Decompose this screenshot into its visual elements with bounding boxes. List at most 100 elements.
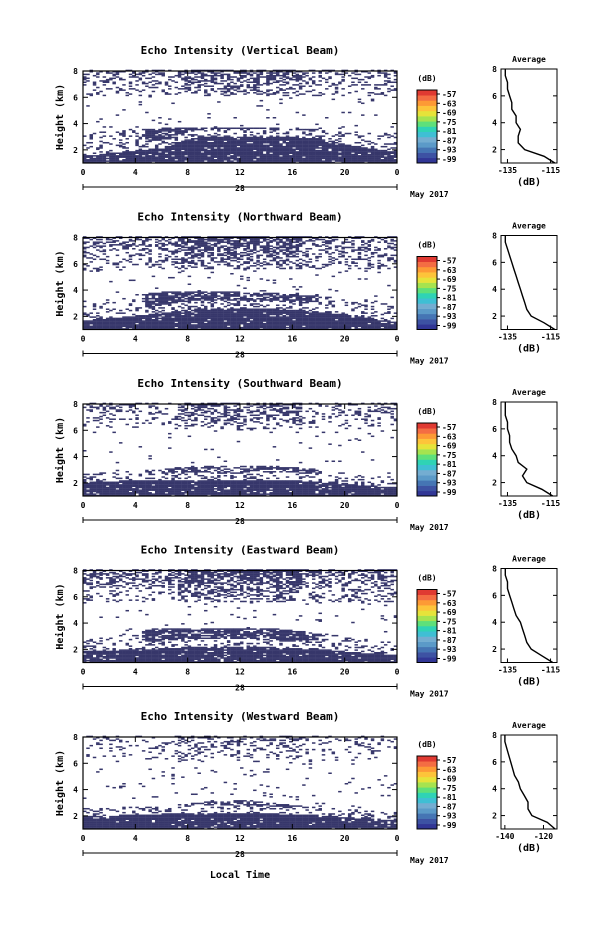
heatmap-cell xyxy=(145,140,149,143)
heatmap-cell xyxy=(311,153,316,156)
heatmap-cell xyxy=(145,151,149,153)
heatmap-cell xyxy=(168,157,172,160)
heatmap-cell xyxy=(226,138,231,140)
heatmap-cell xyxy=(295,94,300,97)
heatmap-cell xyxy=(197,244,201,246)
heatmap-cell xyxy=(246,92,251,94)
heatmap-cell xyxy=(298,151,303,153)
heatmap-cell xyxy=(370,156,375,158)
heatmap-cell xyxy=(168,159,172,161)
heatmap-cell xyxy=(210,160,215,162)
heatmap-cell xyxy=(256,77,260,80)
heatmap-cell xyxy=(256,144,260,147)
heatmap-cell xyxy=(99,325,103,328)
heatmap-cell xyxy=(184,244,188,246)
heatmap-cell xyxy=(344,147,349,149)
heatmap-cell xyxy=(275,251,280,254)
heatmap-cell xyxy=(315,155,319,157)
heatmap-cell xyxy=(164,155,169,157)
heatmap-cell xyxy=(207,144,211,147)
heatmap-cell xyxy=(177,130,182,132)
heatmap-cell xyxy=(226,321,231,324)
heatmap-cell xyxy=(347,74,352,77)
heatmap-cell xyxy=(128,160,133,162)
heatmap-cell xyxy=(213,141,218,144)
heatmap-cell xyxy=(275,132,280,135)
heatmap-cell xyxy=(200,318,205,321)
heatmap-cell xyxy=(168,321,172,324)
heatmap-cell xyxy=(289,240,293,242)
heatmap-cell xyxy=(220,240,224,242)
heatmap-cell xyxy=(272,292,277,295)
heatmap-cell xyxy=(204,241,208,243)
heatmap-cell xyxy=(128,324,133,326)
heatmap-cell xyxy=(331,313,336,316)
heatmap-cell xyxy=(321,316,326,318)
heatmap-cell xyxy=(302,311,306,313)
heatmap-cell xyxy=(334,73,339,76)
heatmap-cell xyxy=(236,90,241,93)
heatmap-cell xyxy=(99,305,103,308)
heatmap-cell xyxy=(132,153,136,156)
heatmap-cell xyxy=(122,312,126,314)
y-axis-label: Height (km) xyxy=(54,84,66,150)
heatmap-cell xyxy=(122,242,126,245)
heatmap-cell xyxy=(181,147,185,149)
heatmap-cell xyxy=(269,294,273,296)
heatmap-cell xyxy=(253,240,257,242)
heatmap-cell xyxy=(285,295,290,297)
heatmap-cell xyxy=(246,261,251,263)
heatmap-cell xyxy=(233,155,237,157)
heatmap-cell xyxy=(334,320,339,322)
heatmap-cell xyxy=(262,261,267,263)
heatmap-cell xyxy=(285,72,290,74)
heatmap-cell xyxy=(230,299,234,301)
heatmap-cell xyxy=(236,297,241,300)
heatmap-cell xyxy=(328,152,332,154)
heatmap-cell xyxy=(154,241,159,243)
heatmap-cell xyxy=(311,318,316,321)
heatmap-cell xyxy=(308,145,313,148)
heatmap-cell xyxy=(92,318,97,321)
heatmap-cell xyxy=(200,159,205,161)
heatmap-cell xyxy=(220,71,224,73)
heatmap-cell xyxy=(285,156,290,158)
heatmap-cell xyxy=(328,253,332,255)
heatmap-cell xyxy=(305,318,309,321)
heatmap-cell xyxy=(236,80,241,82)
heatmap-cell xyxy=(325,160,329,162)
heatmap-cell xyxy=(233,255,237,258)
heatmap-cell xyxy=(210,72,215,74)
heatmap-cell xyxy=(347,265,352,267)
heatmap-cell xyxy=(253,312,257,314)
heatmap-cell xyxy=(115,90,120,93)
heatmap-cell xyxy=(220,316,224,318)
heatmap-cell xyxy=(266,140,270,143)
heatmap-cell xyxy=(99,118,103,120)
heatmap-cell xyxy=(154,147,159,149)
heatmap-cell xyxy=(213,81,218,84)
heatmap-cell xyxy=(226,250,231,253)
heatmap-cell xyxy=(315,244,319,246)
heatmap-cell xyxy=(370,326,375,329)
heatmap-cell xyxy=(125,317,129,320)
heatmap-cell xyxy=(344,321,349,324)
heatmap-cell xyxy=(223,237,228,240)
heatmap-cell xyxy=(266,159,270,161)
heatmap-cell xyxy=(194,237,198,240)
heatmap-cell xyxy=(118,152,123,154)
heatmap-cell xyxy=(289,313,293,316)
heatmap-cell xyxy=(387,134,391,136)
heatmap-cell xyxy=(351,308,355,310)
heatmap-cell xyxy=(197,257,201,259)
heatmap-cell xyxy=(148,148,152,151)
heatmap-cell xyxy=(109,280,113,283)
heatmap-cell xyxy=(207,316,211,318)
heatmap-cell xyxy=(151,263,156,266)
heatmap-cell xyxy=(112,322,116,325)
heatmap-cell xyxy=(285,159,290,161)
heatmap-cell xyxy=(200,249,205,251)
heatmap-cell xyxy=(341,313,345,316)
heatmap-cell xyxy=(364,322,368,325)
heatmap-cell xyxy=(253,84,257,86)
